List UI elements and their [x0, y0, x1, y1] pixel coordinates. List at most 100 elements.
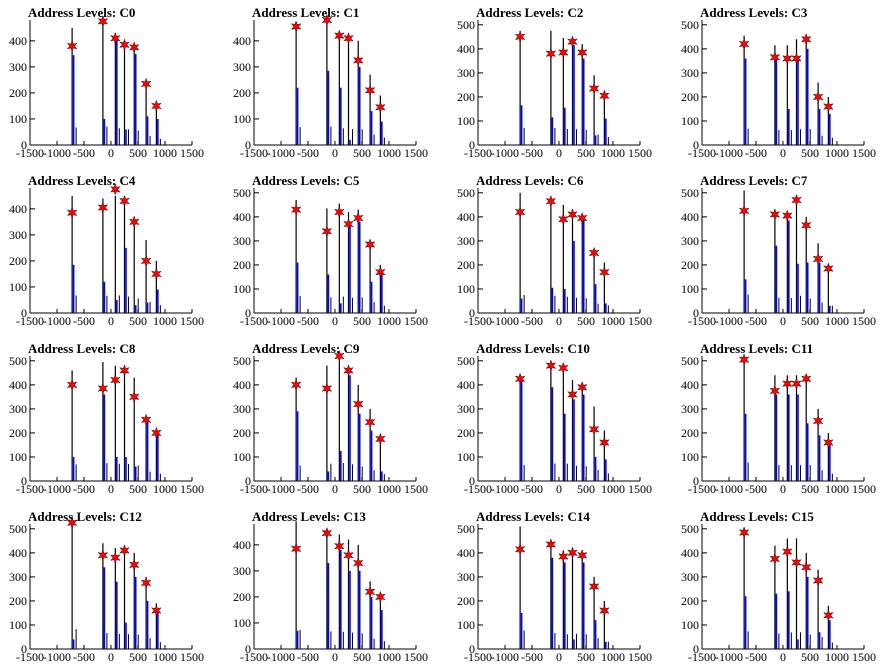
star-marker [599, 89, 610, 102]
x-tick-label: 0 [332, 146, 338, 160]
x-tick-label: -500 [297, 482, 319, 496]
y-tick-label: 300 [233, 60, 251, 74]
x-tick-label: -500 [73, 314, 95, 328]
x-tick-label: 1500 [404, 482, 428, 496]
x-tick-label: 1500 [404, 146, 428, 160]
x-tick-label: 500 [577, 146, 595, 160]
x-tick-label: 1000 [377, 482, 401, 496]
y-tick-label: 100 [233, 112, 251, 126]
x-tick-label: -1000 [267, 482, 295, 496]
x-tick-label: 500 [129, 146, 147, 160]
star-marker [352, 54, 364, 67]
x-tick-label: 0 [780, 314, 786, 328]
chart-title: Address Levels: C12 [28, 509, 142, 524]
star-marker [782, 377, 793, 390]
y-tick-label: 200 [457, 594, 475, 608]
star-marker [576, 211, 588, 225]
chart-title: Address Levels: C11 [700, 341, 813, 356]
chart-svg: Address Levels: C15 0 100 200 300 400 500 -1500… [681, 509, 876, 664]
x-tick-label: 0 [556, 482, 562, 496]
x-tick-label: 500 [801, 146, 819, 160]
star-marker [782, 545, 793, 558]
chart-title: Address Levels: C1 [252, 5, 359, 20]
y-tick-label: 500 [457, 354, 475, 368]
star-marker [514, 372, 526, 385]
star-marker [791, 52, 802, 65]
y-tick-label: 300 [457, 234, 475, 248]
y-tick-label: 200 [9, 86, 27, 100]
x-tick-label: -1000 [491, 482, 519, 496]
chart-svg: Address Levels: C90100200300400500-1500-… [233, 341, 428, 496]
y-tick-label: 200 [457, 258, 475, 272]
x-tick-label: 1000 [825, 650, 849, 664]
star-marker [823, 262, 834, 275]
x-tick-label: -1500 [240, 650, 268, 664]
star-marker [110, 183, 121, 196]
chart-title: Address Levels: C0 [28, 5, 135, 20]
star-marker [151, 426, 162, 440]
x-tick-label: 500 [129, 650, 147, 664]
chart-title: Address Levels: C3 [700, 5, 808, 20]
chart-title: Address Levels: C5 [252, 173, 360, 188]
star-marker [567, 208, 578, 221]
star-marker [769, 208, 781, 221]
y-tick-label: 0 [245, 642, 251, 656]
star-marker [588, 246, 600, 260]
x-tick-label: -500 [745, 482, 767, 496]
x-tick-label: 0 [556, 146, 562, 160]
x-tick-label: -1000 [267, 314, 295, 328]
chart-title: Address Levels: C8 [28, 341, 136, 356]
x-tick-label: 500 [577, 314, 595, 328]
y-tick-label: 300 [9, 570, 27, 584]
y-tick-label: 0 [693, 474, 699, 488]
y-tick-label: 400 [457, 42, 475, 56]
y-tick-label: 200 [681, 258, 699, 272]
x-tick-label: -1500 [240, 314, 268, 328]
x-tick-label: 0 [332, 650, 338, 664]
y-tick-label: 200 [9, 594, 27, 608]
star-marker [140, 413, 152, 426]
x-tick-label: -1500 [464, 146, 492, 160]
x-tick-label: 500 [801, 482, 819, 496]
x-tick-label: -1000 [715, 650, 743, 664]
star-marker [334, 205, 345, 219]
y-tick-label: 300 [9, 228, 27, 242]
x-tick-label: -1000 [43, 146, 71, 160]
x-tick-label: -1000 [715, 314, 743, 328]
chart-panel: Address Levels: C7 0 100 200 300 400 500 -1500-… [672, 168, 896, 336]
y-tick-label: 300 [457, 570, 475, 584]
y-tick-label: 200 [9, 426, 27, 440]
star-marker [66, 516, 78, 529]
x-tick-label: 500 [353, 482, 371, 496]
x-tick-label: 500 [353, 146, 371, 160]
star-marker [514, 543, 526, 556]
chart-panel: Address Levels: C1 0 100 200 300 400 -1500 -100… [224, 0, 448, 168]
x-tick-label: -1500 [464, 482, 492, 496]
y-tick-label: 400 [233, 210, 251, 224]
y-tick-label: 0 [21, 306, 27, 320]
x-tick-label: -1000 [43, 482, 71, 496]
x-tick-label: 1000 [601, 482, 625, 496]
star-marker [545, 195, 557, 208]
x-tick-label: -1500 [688, 482, 716, 496]
chart-panel: Address Levels: C6 0 100 200 300 400 500 -1500-… [448, 168, 672, 336]
x-tick-label: -500 [745, 146, 767, 160]
star-marker [321, 225, 333, 238]
star-marker [812, 574, 824, 587]
star-marker [290, 378, 302, 391]
chart-svg: Address Levels: C13 0 100 200 300 400 -1500 -10… [233, 509, 428, 664]
x-tick-label: 0 [332, 314, 338, 328]
y-tick-label: 300 [681, 234, 699, 248]
star-marker [782, 52, 793, 65]
star-marker [321, 526, 333, 540]
y-tick-label: 400 [233, 538, 251, 552]
x-tick-label: 1500 [180, 146, 204, 160]
star-marker [769, 552, 781, 566]
star-marker [66, 378, 78, 391]
chart-title: Address Levels: C9 [252, 341, 360, 356]
y-tick-label: 0 [469, 474, 475, 488]
y-tick-label: 100 [457, 282, 475, 296]
y-tick-label: 100 [457, 450, 475, 464]
chart-panel: Address Levels: C13 0 100 200 300 400 -1500 -10… [224, 504, 448, 672]
